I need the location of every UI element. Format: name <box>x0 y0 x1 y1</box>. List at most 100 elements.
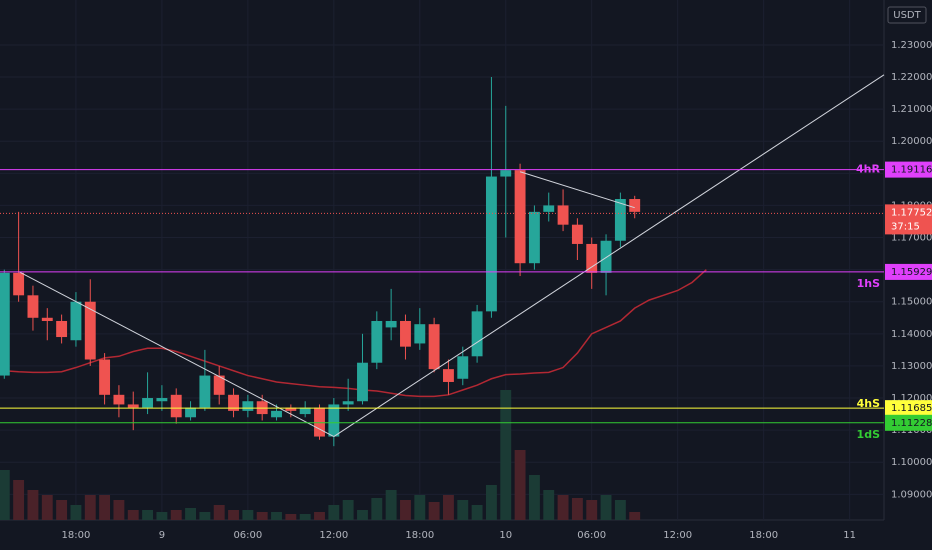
volume-bar <box>443 495 454 520</box>
candle-body <box>586 243 598 273</box>
y-tick-label: 1.21000 <box>891 104 932 115</box>
candle-body <box>99 359 111 395</box>
volume-bar <box>557 495 569 520</box>
x-tick-label: 06:00 <box>233 530 262 541</box>
x-tick-label: 9 <box>159 530 165 541</box>
candle-body <box>27 295 39 318</box>
candle-body <box>457 356 469 379</box>
volume-bar <box>99 495 111 520</box>
candle-body <box>500 170 512 177</box>
volume-bar <box>485 485 497 520</box>
x-tick-label: 11 <box>843 530 856 541</box>
candle-body <box>185 407 196 418</box>
candle-body <box>485 176 497 312</box>
level-name: 4hR <box>856 163 880 176</box>
level-box <box>885 414 932 431</box>
volume-bar <box>256 512 268 520</box>
volume-bar <box>328 505 340 520</box>
candle-body <box>571 224 583 244</box>
volume-bar <box>127 510 139 520</box>
candle-body <box>113 394 125 405</box>
volume-bar <box>199 512 211 520</box>
volume-bar <box>56 500 68 520</box>
candle-body <box>242 401 254 411</box>
x-tick-label: 10 <box>499 530 512 541</box>
level-box <box>885 400 932 417</box>
trend-line <box>519 171 635 209</box>
candle-body <box>357 362 368 402</box>
y-tick-label: 1.12000 <box>891 393 932 404</box>
candle-body <box>127 404 139 408</box>
y-tick-label: 1.17000 <box>891 233 932 244</box>
y-tick-label: 1.10000 <box>891 457 932 468</box>
candle-body <box>629 199 641 212</box>
candle-body <box>528 211 540 264</box>
x-tick-label: 18:00 <box>749 530 778 541</box>
last-price-label: 1.17752 <box>891 207 932 218</box>
x-tick-label: 12:00 <box>663 530 692 541</box>
candle-body <box>328 404 340 437</box>
volume-bar <box>13 480 25 520</box>
volume-bar <box>528 475 540 520</box>
candle-body <box>414 324 426 344</box>
candle-body <box>385 320 397 328</box>
x-tick-label: 12:00 <box>319 530 348 541</box>
candle-body <box>543 205 555 212</box>
volume-bar <box>600 495 612 520</box>
candle-body <box>443 369 454 382</box>
candle-body <box>142 398 154 408</box>
level-name: 4hS <box>857 397 880 410</box>
volume-bar <box>357 510 368 520</box>
y-tick-label: 1.20000 <box>891 136 932 147</box>
y-tick-label: 1.13000 <box>891 361 932 372</box>
volume-bar <box>342 500 354 520</box>
level-price: 1.19116 <box>891 165 932 176</box>
y-tick-label: 1.22000 <box>891 72 932 83</box>
candle-body <box>213 375 225 395</box>
candle-body <box>271 410 282 418</box>
level-price: 1.15929 <box>891 267 932 278</box>
volume-bar <box>514 450 526 520</box>
currency: USDT <box>893 10 921 21</box>
candle-body <box>0 272 10 376</box>
level-name: 1dS <box>857 428 881 441</box>
y-tick-label: 1.14000 <box>891 329 932 340</box>
candle-body <box>557 205 569 225</box>
candle-body <box>84 301 96 360</box>
volume-bar <box>414 495 426 520</box>
level-price: 1.11228 <box>891 418 932 429</box>
candle-body <box>314 407 325 437</box>
y-tick-label: 1.15000 <box>891 297 932 308</box>
volume-bar <box>543 490 555 520</box>
trend-line <box>18 271 335 437</box>
volume-bar <box>228 510 239 520</box>
candle-body <box>41 317 53 321</box>
candle-body <box>299 407 311 415</box>
volume-bar <box>170 510 182 520</box>
volume-bar <box>213 505 225 520</box>
candle-body <box>514 170 526 264</box>
volume-bar <box>41 495 53 520</box>
candle-body <box>13 272 25 296</box>
candle-body <box>428 324 440 370</box>
volume-bar <box>242 510 254 520</box>
volume-bar <box>314 512 325 520</box>
candle-body <box>56 320 68 338</box>
volume-bar <box>70 505 82 520</box>
candle-body <box>228 394 239 411</box>
candle-body <box>170 394 182 418</box>
volume-bar <box>185 508 196 520</box>
level-name: 1hS <box>857 277 880 290</box>
candle-body <box>400 320 411 347</box>
candle-body <box>614 199 626 241</box>
volume-bar <box>0 470 10 520</box>
moving-average <box>4 269 707 398</box>
x-tick-label: 06:00 <box>577 530 606 541</box>
candle-body <box>156 398 168 402</box>
volume-bar <box>500 390 512 520</box>
volume-bar <box>142 510 154 520</box>
volume-bar <box>156 512 168 520</box>
volume-bar <box>299 514 311 520</box>
volume-bar <box>385 490 397 520</box>
